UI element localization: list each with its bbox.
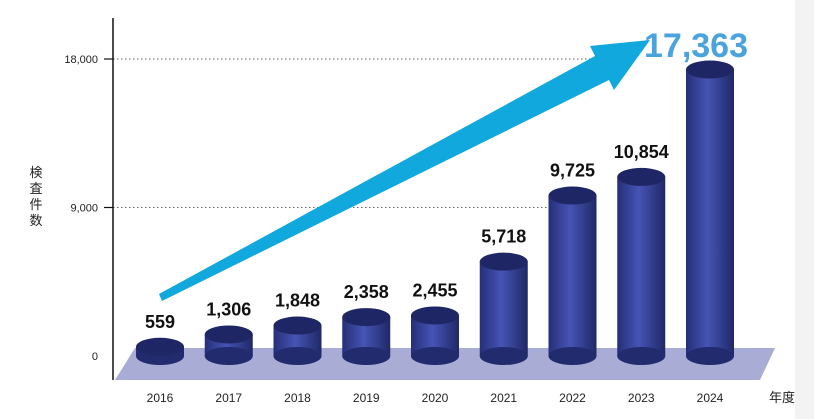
bar-2022 [548, 186, 597, 365]
bar-body [617, 176, 666, 356]
bar-2016 [136, 337, 184, 365]
bar-base [479, 347, 528, 365]
bar-2021 [479, 252, 528, 365]
trend-arrow [159, 40, 650, 301]
data-label: 1,306 [206, 299, 251, 319]
y-tick-label: 18,000 [64, 54, 98, 66]
bar-top [686, 60, 734, 79]
bar-top [136, 337, 184, 356]
x-tick-label: 2022 [559, 391, 586, 405]
bar-top [204, 325, 253, 344]
x-tick-label: 2021 [490, 391, 517, 405]
x-tick-label: 2024 [697, 391, 724, 405]
y-tick-label: 9,000 [70, 203, 98, 215]
bar-base [273, 347, 322, 365]
right-edge-strip [795, 0, 814, 419]
bar-top [548, 186, 597, 205]
data-label: 2,358 [344, 282, 389, 302]
bar-body [548, 195, 597, 356]
x-tick-label: 2018 [284, 391, 311, 405]
bar-base [617, 347, 666, 365]
bar-2020 [411, 306, 459, 365]
bar-top [617, 167, 666, 186]
bar-top [411, 306, 459, 325]
bar-base [411, 347, 459, 365]
data-label: 559 [145, 312, 175, 332]
x-tick-label: 2016 [147, 391, 174, 405]
y-axis-label: 検査件数 [29, 166, 42, 229]
bar-base [342, 347, 391, 365]
bar-2017 [204, 325, 253, 365]
bar-2024 [686, 60, 734, 365]
bar-top [273, 316, 322, 335]
data-label: 17,363 [644, 27, 748, 65]
x-tick-label: 2020 [422, 391, 449, 405]
y-tick-label: 0 [92, 351, 98, 363]
bar-2018 [273, 316, 322, 365]
data-label: 5,718 [481, 227, 526, 247]
bar-base [204, 347, 253, 365]
bar-body [479, 261, 528, 356]
data-label: 9,725 [550, 161, 595, 181]
bar-2023 [617, 167, 666, 365]
bar-top [479, 252, 528, 271]
bar-base [686, 347, 734, 365]
bar-body [686, 69, 734, 356]
data-label: 2,455 [412, 280, 457, 300]
x-tick-label: 2023 [628, 391, 655, 405]
x-axis-label: 年度 [769, 390, 795, 406]
bar-base [548, 347, 597, 365]
bar-2019 [342, 308, 391, 365]
bar-top [342, 308, 391, 327]
data-label: 1,848 [275, 291, 320, 311]
x-tick-label: 2019 [353, 391, 380, 405]
x-tick-label: 2017 [215, 391, 242, 405]
data-label: 10,854 [614, 142, 669, 162]
